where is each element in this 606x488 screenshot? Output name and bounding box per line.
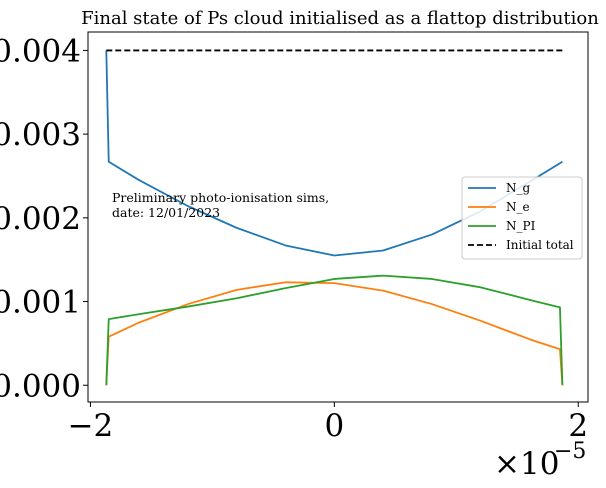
x-offset-label: ×10 −5 bbox=[494, 439, 586, 482]
legend-label: Initial total bbox=[506, 238, 574, 252]
x-offset-exponent: −5 bbox=[554, 439, 586, 464]
legend: N_g N_e N_PI Initial total bbox=[461, 176, 583, 260]
chart-title: Final state of Ps cloud initialised as a… bbox=[81, 8, 599, 29]
axes-border bbox=[87, 31, 589, 403]
legend-label: N_e bbox=[506, 200, 530, 214]
legend-label: N_g bbox=[506, 181, 531, 195]
y-tick-label: 0.003 bbox=[0, 117, 81, 153]
series-line-n-pi bbox=[105, 274, 564, 386]
axes-frame bbox=[87, 31, 589, 403]
x-tick-label: 0 bbox=[324, 408, 344, 444]
y-tick-label: 0.002 bbox=[0, 201, 81, 237]
x-tick-label: 2 bbox=[568, 408, 588, 444]
annotation-line-1: Preliminary photo-ionisation sims, bbox=[112, 190, 329, 205]
series-line-n-e bbox=[105, 281, 564, 386]
legend-label: N_PI bbox=[506, 219, 536, 233]
x-axis: −2 0 2 bbox=[68, 402, 588, 444]
x-tick-label: −2 bbox=[68, 408, 114, 444]
x-offset-base: ×10 bbox=[494, 446, 559, 482]
y-tick-label: 0.001 bbox=[0, 285, 81, 321]
y-axis: 0.000 0.001 0.002 0.003 0.004 bbox=[0, 33, 88, 404]
legend-box bbox=[461, 176, 583, 260]
y-tick-label: 0.000 bbox=[0, 368, 81, 404]
y-tick-label: 0.004 bbox=[0, 33, 81, 69]
annotation-line-2: date: 12/01/2023 bbox=[112, 205, 220, 220]
